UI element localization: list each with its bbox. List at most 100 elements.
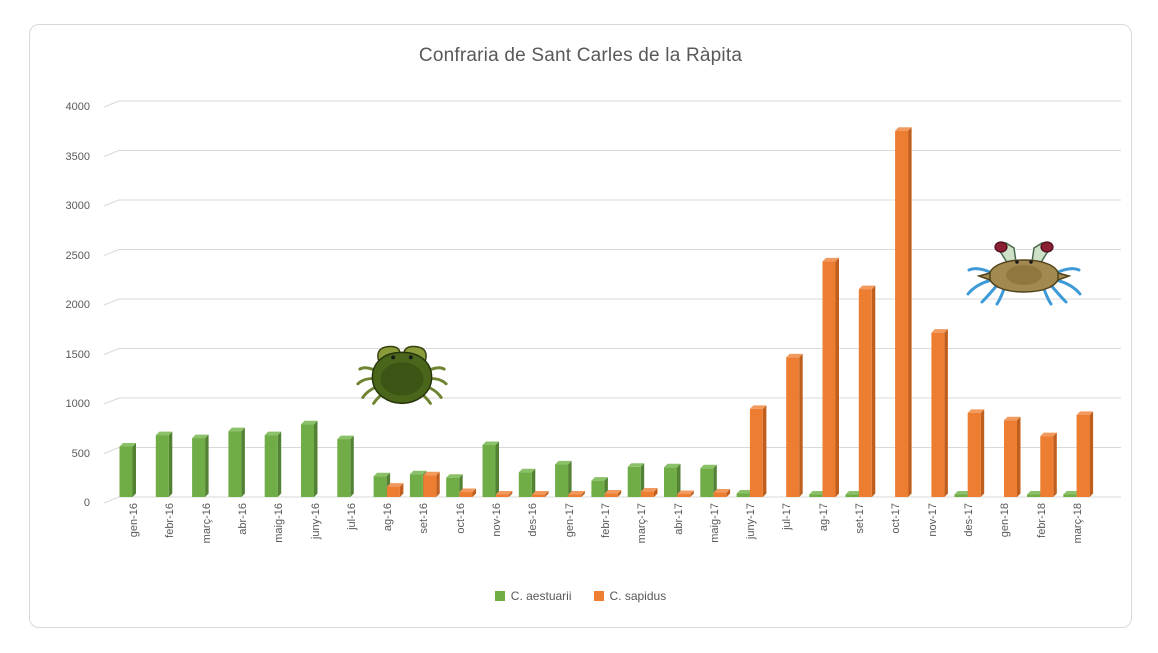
bar-front-face — [822, 261, 836, 497]
gridline-diagonal — [103, 199, 120, 207]
bar-front-face — [532, 494, 546, 497]
bar-front-face — [495, 494, 509, 497]
bar-front-face — [446, 477, 460, 497]
bar-front-face — [700, 468, 714, 497]
bar-front-face — [1040, 436, 1054, 497]
gridline-diagonal — [103, 348, 120, 355]
x-tick-label: ag-17 — [817, 503, 830, 532]
bar-top-face — [532, 491, 549, 495]
bar-top-face — [627, 463, 645, 467]
bar-top-face — [264, 431, 282, 436]
x-tick-label: juny-17 — [745, 503, 758, 540]
bar-side-face — [531, 468, 536, 497]
bar-side-face — [581, 491, 585, 497]
bar-front-face — [591, 480, 605, 497]
bar-top-face — [423, 471, 440, 476]
bar-top-face — [700, 464, 717, 469]
x-tick-label: des-16 — [527, 503, 540, 537]
bar-front-face — [555, 464, 569, 497]
bar-top-face — [786, 353, 803, 358]
bar-top-face — [858, 285, 876, 290]
bar-front-face — [736, 493, 750, 497]
bar-side-face — [545, 491, 549, 497]
green-crab-image — [356, 345, 448, 405]
bar-front-face — [1004, 420, 1017, 497]
gridline-diagonal — [103, 150, 120, 157]
bar-side-face — [944, 329, 948, 497]
bar-front-face — [845, 494, 859, 497]
x-tick-label: oct-16 — [454, 503, 467, 534]
bar-front-face — [664, 467, 677, 497]
y-tick-label: 1500 — [65, 348, 90, 361]
bar-side-face — [205, 434, 209, 497]
x-tick-label: jul-16 — [345, 503, 358, 530]
legend-label-sapidus: C. sapidus — [609, 589, 667, 603]
bar-front-face — [749, 408, 763, 497]
bar-chart-plot — [103, 100, 1121, 504]
bar-front-face — [264, 435, 278, 497]
bar-front-face — [677, 494, 691, 497]
bar-top-face — [591, 477, 608, 481]
bar-side-face — [1017, 416, 1021, 497]
bar-top-face — [1027, 491, 1044, 495]
bar-top-face — [301, 420, 318, 425]
bar-side-face — [617, 490, 622, 497]
gridline-diagonal — [103, 496, 120, 504]
x-tick-label: gen-16 — [128, 503, 140, 538]
x-tick-label: ag-16 — [382, 503, 395, 532]
bar-front-face — [459, 492, 473, 497]
bar-side-face — [799, 353, 803, 497]
bar-top-face — [749, 405, 767, 409]
bar-top-face — [809, 491, 826, 495]
bar-top-face — [604, 490, 622, 494]
x-tick-label: maig-17 — [708, 503, 721, 543]
bar-front-face — [301, 424, 314, 497]
bar-top-face — [409, 470, 427, 475]
bar-side-face — [835, 257, 839, 497]
bar-front-face — [373, 476, 387, 497]
x-tick-label: juny-16 — [309, 503, 322, 540]
bar-side-face — [399, 483, 404, 497]
bar-front-face — [155, 435, 169, 497]
bar-front-face — [386, 486, 400, 497]
x-tick-label: març-17 — [636, 503, 649, 544]
bar-front-face — [568, 494, 582, 497]
y-tick-label: 2500 — [65, 249, 90, 262]
bar-front-face — [228, 431, 242, 497]
x-tick-label: març-18 — [1071, 503, 1084, 544]
bar-top-face — [713, 489, 731, 493]
x-tick-label: maig-16 — [273, 503, 286, 543]
x-tick-label: gen-18 — [999, 503, 1012, 538]
bar-side-face — [871, 285, 876, 497]
bar-top-face — [555, 460, 572, 465]
x-tick-label: jul-17 — [781, 503, 794, 530]
bar-front-face — [641, 491, 654, 497]
bar-front-face — [482, 445, 496, 497]
bar-top-face — [845, 491, 862, 495]
bar-top-face — [736, 490, 754, 494]
bar-side-face — [690, 490, 694, 497]
bar-top-face — [155, 431, 173, 436]
x-tick-label: nov-16 — [491, 503, 503, 537]
x-tick-label: febr-18 — [1035, 503, 1048, 538]
bar-top-face — [459, 488, 476, 493]
x-tick-label: abr-17 — [672, 503, 685, 535]
bar-side-face — [277, 431, 282, 497]
bar-front-face — [604, 493, 618, 497]
bar-top-face — [568, 491, 585, 495]
bar-side-face — [640, 463, 645, 497]
blue-crab-image — [966, 241, 1082, 306]
bar-top-face — [192, 434, 209, 439]
bar-top-face — [664, 463, 681, 468]
bar-side-face — [726, 489, 731, 497]
bar-front-face — [1063, 494, 1077, 497]
bar-top-face — [446, 474, 463, 478]
bar-top-face — [1076, 411, 1094, 415]
bar-side-face — [241, 427, 245, 497]
bar-top-face — [482, 441, 499, 446]
x-tick-label: febr-16 — [164, 503, 177, 538]
bar-front-face — [518, 472, 532, 497]
gridline-diagonal — [103, 298, 120, 306]
x-tick-label: febr-17 — [599, 503, 612, 538]
